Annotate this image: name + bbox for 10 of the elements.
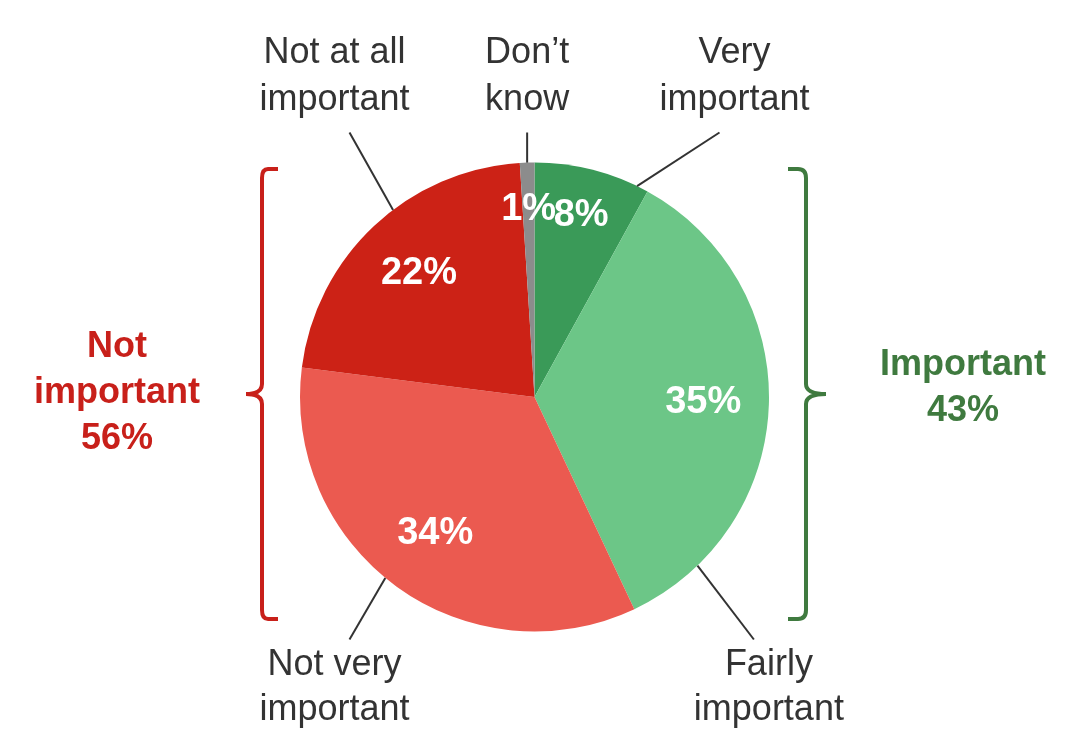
data-label: 35%: [665, 378, 742, 421]
slice-label: Not very important: [259, 642, 410, 729]
text: Not important 56%: [33, 323, 201, 459]
slice-label: Very important: [659, 30, 810, 119]
data-label: 22%: [380, 250, 457, 293]
slice-label: Don’t know: [485, 30, 571, 119]
slice-label: Not at all important: [259, 30, 410, 119]
data-label: 34%: [397, 510, 474, 553]
text: Important 43%: [879, 341, 1047, 431]
slice-label: Fairly important: [693, 642, 844, 729]
